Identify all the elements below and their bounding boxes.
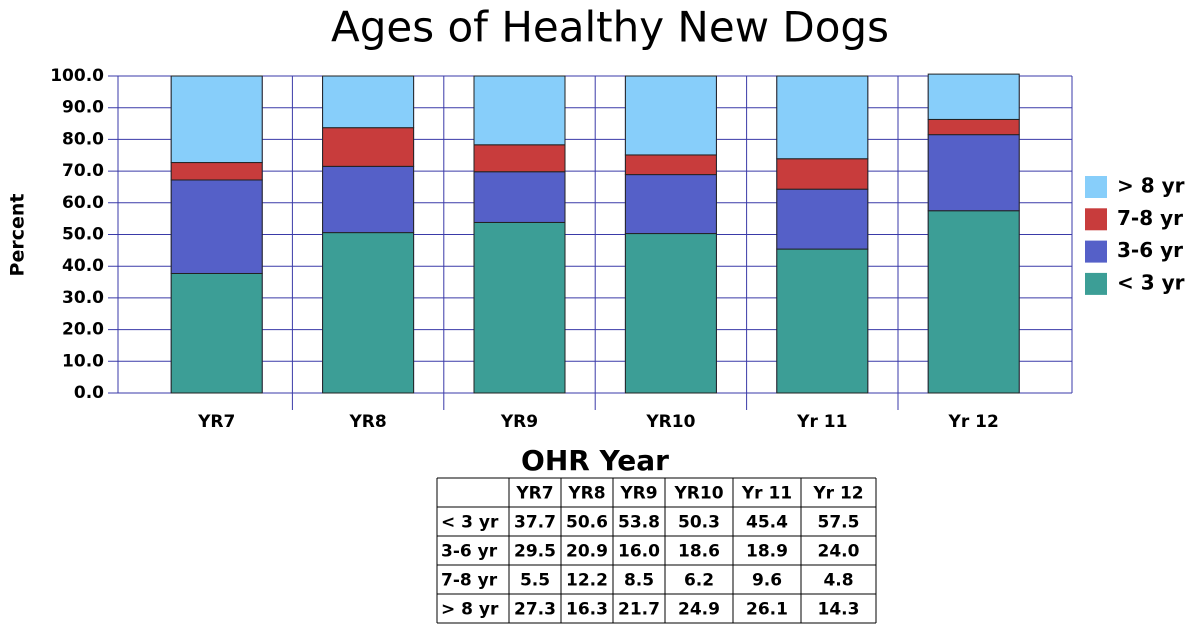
bar-segment	[170, 162, 263, 181]
y-tick-label: 30.0	[62, 288, 104, 308]
x-tick-label: YR9	[500, 412, 538, 432]
bar-segment	[322, 165, 415, 234]
table-cell: 6.2	[684, 571, 714, 591]
legend-label: > 8 yr	[1117, 174, 1185, 198]
table-cell: 24.0	[818, 542, 860, 562]
table-header: YR10	[673, 484, 723, 504]
table-cell: 21.7	[618, 600, 660, 620]
legend-swatch	[1085, 176, 1107, 198]
y-tick-label: 10.0	[62, 351, 104, 371]
table-cell: 57.5	[818, 513, 860, 533]
legend-swatch	[1085, 208, 1107, 231]
bar-segment	[776, 188, 869, 250]
table-header: Yr 12	[812, 484, 863, 504]
bar-segment	[473, 171, 566, 223]
x-tick-label: Yr 12	[948, 412, 999, 432]
bar-segment	[927, 210, 1020, 394]
bar-segment	[322, 75, 415, 129]
bar-segment	[776, 248, 869, 394]
y-tick-label: 70.0	[62, 161, 104, 181]
bar-segment	[927, 134, 1020, 212]
table-cell: 4.8	[823, 571, 853, 591]
legend-swatch	[1085, 240, 1107, 263]
y-tick-label: 0.0	[74, 383, 104, 403]
table-header: YR9	[619, 484, 657, 504]
table-cell: 26.1	[746, 600, 788, 620]
table-cell: 9.6	[752, 571, 782, 591]
table-cell: 8.5	[624, 571, 654, 591]
legend-swatch	[1085, 272, 1107, 295]
table-cell: 50.6	[566, 513, 608, 533]
legend-label: 3-6 yr	[1117, 238, 1183, 262]
y-tick-label: 80.0	[62, 129, 104, 149]
bar-segment	[927, 118, 1020, 136]
table-cell: 14.3	[818, 600, 860, 620]
table-row-label: 7-8 yr	[441, 571, 498, 591]
x-tick-label: YR7	[197, 412, 235, 432]
table-cell: 29.5	[514, 542, 556, 562]
table-header: YR7	[515, 484, 553, 504]
table-header: YR8	[567, 484, 605, 504]
y-tick-label: 40.0	[62, 256, 104, 276]
x-tick-label: Yr 11	[796, 412, 847, 432]
bar-segment	[776, 158, 869, 190]
table-cell: 20.9	[566, 542, 608, 562]
legend-label: < 3 yr	[1117, 270, 1185, 294]
table-cell: 45.4	[746, 513, 788, 533]
table-cell: 27.3	[514, 600, 556, 620]
table-cell: 18.9	[746, 542, 788, 562]
bar-segment	[473, 221, 566, 394]
bar-segment	[170, 179, 263, 274]
table-cell: 16.0	[618, 542, 660, 562]
bar-segment	[322, 232, 415, 394]
table-cell: 37.7	[514, 513, 556, 533]
table-cell: 16.3	[566, 600, 608, 620]
table-cell: 50.3	[678, 513, 720, 533]
y-axis-label: Percent	[7, 194, 29, 277]
bar-segment	[624, 233, 717, 394]
table-cell: 53.8	[618, 513, 660, 533]
bar-segment	[170, 75, 263, 164]
x-axis-label: OHR Year	[521, 444, 669, 477]
bar-segment	[624, 174, 717, 235]
bar-segment	[624, 154, 717, 176]
y-tick-label: 50.0	[62, 225, 104, 245]
x-tick-label: YR8	[348, 412, 386, 432]
bar-segment	[624, 75, 717, 156]
x-tick-label: YR10	[645, 412, 695, 432]
y-tick-label: 100.0	[50, 66, 104, 86]
table-cell: 24.9	[678, 600, 720, 620]
table-row-label: 3-6 yr	[441, 542, 498, 562]
bar-segment	[473, 75, 566, 146]
table-cell: 5.5	[520, 571, 550, 591]
table-cell: 12.2	[566, 571, 608, 591]
chart-title: Ages of Healthy New Dogs	[331, 3, 889, 52]
y-tick-label: 60.0	[62, 193, 104, 213]
bar-segment	[322, 127, 415, 167]
y-tick-label: 20.0	[62, 320, 104, 340]
table-header: Yr 11	[741, 484, 792, 504]
bar-segment	[927, 73, 1020, 120]
table-row-label: > 8 yr	[441, 600, 499, 620]
bar-segment	[776, 75, 869, 160]
bar-segment	[170, 272, 263, 394]
table-cell: 18.6	[678, 542, 720, 562]
legend-label: 7-8 yr	[1117, 206, 1183, 230]
bar-segment	[473, 144, 566, 173]
table-row-label: < 3 yr	[441, 513, 499, 533]
y-tick-label: 90.0	[62, 98, 104, 118]
